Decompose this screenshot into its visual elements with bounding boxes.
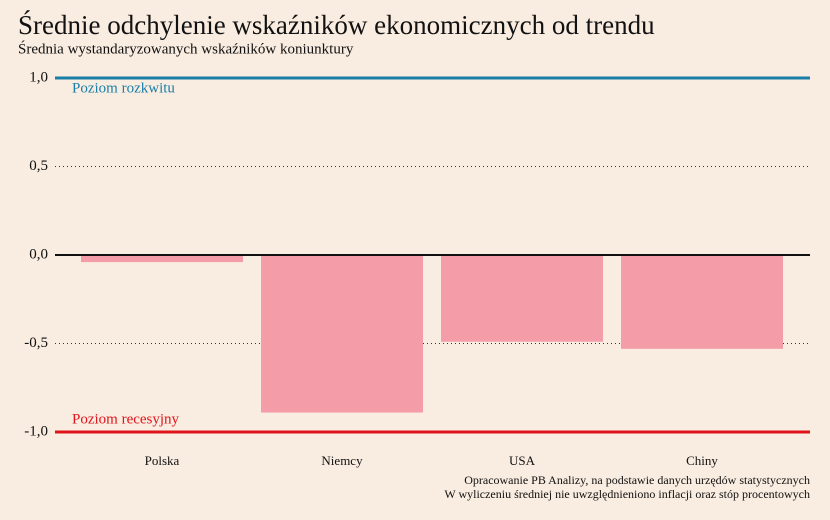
reference-label: Poziom recesyjny	[72, 411, 180, 427]
x-tick-label: USA	[509, 453, 536, 468]
chart-title: Średnie odchylenie wskaźników ekonomiczn…	[18, 10, 655, 40]
reference-label: Poziom rozkwitu	[72, 80, 175, 96]
y-tick-label: 0,0	[29, 246, 48, 262]
x-tick-label: Chiny	[686, 453, 718, 468]
y-tick-label: -0,5	[24, 335, 48, 351]
y-tick-label: 0,5	[29, 158, 48, 174]
chart-subtitle: Średnia wystandaryzowanych wskaźników ko…	[18, 40, 354, 57]
x-tick-label: Polska	[145, 453, 180, 468]
note: Opracowanie PB Analizy, na podstawie dan…	[464, 473, 810, 487]
y-tick-label: -1,0	[24, 423, 48, 439]
bar	[441, 255, 603, 342]
bar	[81, 255, 243, 263]
x-tick-label: Niemcy	[321, 453, 363, 468]
y-tick-label: 1,0	[29, 69, 48, 85]
bar	[621, 255, 783, 349]
note: W wyliczeniu średniej nie uwzględnienion…	[444, 487, 810, 501]
bar	[261, 255, 423, 413]
